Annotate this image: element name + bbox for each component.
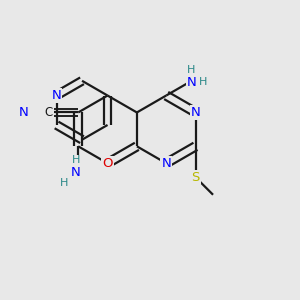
Text: H: H xyxy=(199,77,208,87)
Text: N: N xyxy=(187,76,196,89)
Text: N: N xyxy=(52,89,61,102)
Text: N: N xyxy=(161,157,171,170)
Text: H: H xyxy=(72,155,80,166)
Text: O: O xyxy=(102,157,113,170)
Text: N: N xyxy=(190,106,200,119)
Text: N: N xyxy=(71,166,81,179)
Text: H: H xyxy=(187,65,196,75)
Text: S: S xyxy=(191,171,200,184)
Text: N: N xyxy=(19,106,28,119)
Text: C: C xyxy=(45,106,53,119)
Text: H: H xyxy=(60,178,68,188)
